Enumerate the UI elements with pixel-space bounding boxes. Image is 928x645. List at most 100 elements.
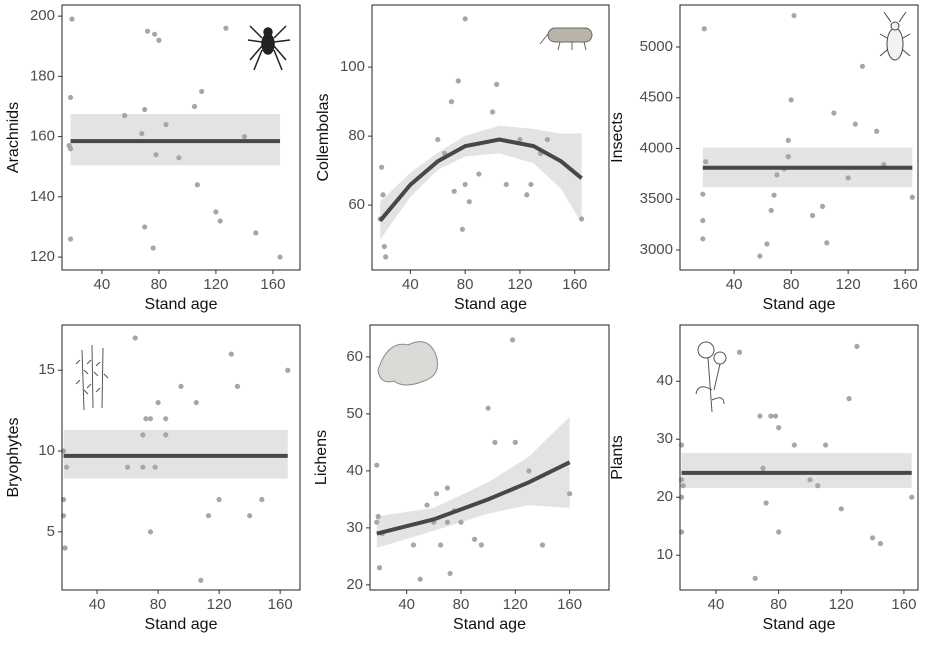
data-point: [768, 413, 774, 419]
panel: 40 80 120 160 10 20 30 40 Stand age Plants: [609, 324, 919, 633]
y-axis-label: Arachnids: [5, 102, 22, 173]
data-point: [757, 413, 763, 419]
data-point: [503, 181, 509, 188]
data-point: [776, 425, 782, 431]
data-point: [459, 226, 466, 232]
x-tick-label: 120: [836, 276, 861, 293]
y-tick-label: 160: [30, 128, 55, 145]
data-point: [763, 500, 769, 506]
x-tick-label: 160: [268, 596, 293, 613]
data-point: [852, 121, 858, 127]
x-tick-label: 120: [207, 596, 232, 613]
data-point: [736, 349, 743, 355]
y-tick-label: 4500: [640, 89, 673, 106]
data-point: [458, 519, 464, 525]
data-point: [785, 137, 791, 143]
data-point: [768, 207, 774, 214]
data-point: [259, 496, 265, 503]
y-tick-label: 5000: [640, 38, 673, 55]
data-point: [374, 519, 380, 525]
data-point: [512, 439, 518, 445]
springtail-icon: [539, 27, 593, 51]
data-point: [824, 240, 830, 246]
data-point: [846, 396, 852, 402]
data-point: [285, 367, 291, 373]
plot-frame: [679, 4, 919, 271]
data-point: [528, 181, 534, 188]
data-point: [132, 335, 138, 341]
x-tick-label: 120: [829, 596, 854, 613]
data-point: [67, 94, 74, 101]
data-point: [139, 130, 145, 137]
data-point: [417, 576, 423, 582]
x-axis-label: Stand age: [145, 296, 218, 313]
data-point: [859, 63, 866, 69]
data-point: [700, 236, 706, 242]
data-point: [155, 399, 161, 406]
data-point: [831, 110, 837, 116]
flower-icon: [695, 341, 727, 413]
data-point: [67, 146, 74, 152]
x-tick-label: 120: [503, 596, 528, 613]
data-point: [140, 464, 146, 470]
data-point: [383, 254, 389, 260]
data-point: [375, 513, 381, 520]
data-point: [854, 343, 860, 350]
data-point: [776, 529, 782, 535]
data-point: [701, 26, 707, 32]
x-axis-label: Stand age: [763, 616, 836, 633]
data-point: [764, 241, 770, 247]
data-point: [494, 81, 500, 87]
data-point: [509, 337, 516, 343]
y-axis-label: Plants: [609, 435, 626, 479]
data-point: [153, 152, 159, 158]
data-point: [774, 172, 780, 178]
data-point: [838, 506, 844, 512]
plot-frame: [61, 4, 301, 271]
y-axis-label: Bryophytes: [5, 417, 22, 497]
beetle-icon: [879, 11, 911, 61]
x-axis-label: Stand age: [453, 616, 526, 633]
data-point: [845, 175, 851, 181]
panel: 40 80 120 160 3000 3500 4000 4500 5000 Stand age I…: [609, 4, 919, 313]
y-tick-label: 50: [346, 405, 363, 422]
x-tick-label: 80: [150, 596, 167, 613]
y-tick-label: 100: [340, 58, 365, 75]
data-point: [381, 243, 387, 250]
plot-frame: [371, 4, 610, 271]
data-point: [909, 194, 915, 200]
data-point: [703, 159, 709, 165]
data-point: [466, 199, 472, 205]
data-point: [142, 224, 148, 230]
x-tick-label: 80: [453, 596, 470, 613]
panel: 40 80 120 160 20 30 40 50 60 Stand age Lichens: [313, 324, 610, 633]
data-point: [772, 413, 779, 419]
data-point: [462, 181, 468, 188]
y-tick-label: 20: [656, 488, 673, 505]
data-point: [471, 536, 478, 542]
data-point: [228, 351, 234, 357]
x-tick-label: 80: [783, 276, 800, 293]
data-point: [785, 154, 791, 160]
data-point: [213, 209, 219, 215]
data-point: [526, 468, 532, 474]
data-point: [122, 112, 128, 119]
x-tick-label: 160: [562, 276, 587, 293]
data-point: [194, 182, 200, 188]
data-point: [869, 535, 876, 541]
data-point: [142, 106, 148, 113]
data-point: [444, 485, 451, 491]
data-point: [771, 192, 777, 198]
data-point: [680, 483, 686, 489]
data-point: [433, 491, 440, 497]
data-point: [435, 136, 441, 143]
x-tick-label: 40: [402, 276, 419, 293]
y-axis-label: Collembolas: [315, 93, 332, 181]
data-point: [125, 464, 131, 470]
y-axis-label: Insects: [609, 112, 626, 163]
y-tick-label: 5: [47, 523, 55, 540]
y-tick-label: 40: [346, 462, 363, 479]
data-point: [444, 519, 451, 525]
data-point: [539, 542, 546, 548]
x-tick-label: 80: [457, 276, 474, 293]
